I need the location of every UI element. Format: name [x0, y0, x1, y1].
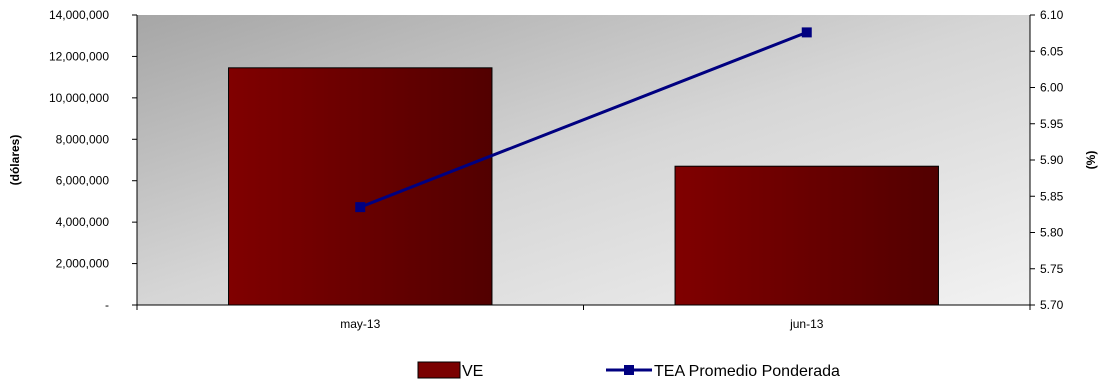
x-tick-label: jun-13 — [789, 317, 824, 331]
left-tick-label: 8,000,000 — [56, 132, 110, 146]
left-tick-label: 14,000,000 — [49, 8, 109, 22]
right-tick-label: 5.70 — [1040, 298, 1064, 312]
right-tick-label: 5.95 — [1040, 117, 1064, 131]
bar-may-13 — [228, 67, 493, 306]
left-tick-label: 4,000,000 — [56, 215, 110, 229]
right-tick-label: 6.05 — [1040, 44, 1064, 58]
left-tick-label: 6,000,000 — [56, 174, 110, 188]
bar-jun-13 — [674, 165, 939, 306]
tea-line — [359, 31, 808, 209]
legend-label-ve: VE — [462, 363, 483, 380]
left-tick-label: 12,000,000 — [49, 49, 109, 63]
tea-point-may-13 — [355, 202, 366, 213]
x-tick-label: may-13 — [340, 317, 380, 331]
left-tick-label: 2,000,000 — [56, 257, 110, 271]
legend-swatch-tea-marker — [624, 365, 634, 375]
bar-series — [228, 67, 939, 306]
left-axis-ticks: - 2,000,000 4,000,000 6,000,000 8,000,000 10,… — [49, 8, 137, 312]
right-axis-ticks: 5.70 5.75 5.80 5.85 5.90 5.95 6.00 6.05 6.10 — [1030, 8, 1064, 312]
legend-swatch-ve — [417, 361, 461, 379]
tea-point-jun-13 — [801, 27, 812, 38]
x-axis-ticks: may-13 jun-13 — [136, 305, 1031, 331]
right-tick-label: 6.10 — [1040, 8, 1064, 22]
left-tick-label: 10,000,000 — [49, 91, 109, 105]
right-axis-title: (%) — [1084, 151, 1098, 170]
legend: VE TEA Promedio Ponderada — [417, 361, 840, 380]
left-axis-title: (dólares) — [8, 135, 22, 186]
right-tick-label: 5.80 — [1040, 226, 1064, 240]
right-tick-label: 6.00 — [1040, 81, 1064, 95]
right-tick-label: 5.75 — [1040, 262, 1064, 276]
line-series — [355, 27, 812, 213]
right-tick-label: 5.90 — [1040, 153, 1064, 167]
legend-label-tea: TEA Promedio Ponderada — [654, 363, 840, 380]
right-tick-label: 5.85 — [1040, 189, 1064, 203]
left-tick-label: - — [105, 298, 109, 312]
